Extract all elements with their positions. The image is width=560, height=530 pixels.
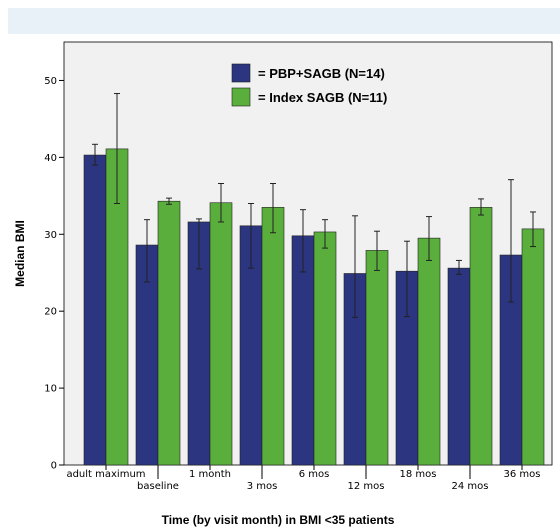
- y-tick-label: 20: [44, 307, 57, 318]
- x-axis-title: Time (by visit month) in BMI <35 patient…: [162, 513, 395, 527]
- legend: = PBP+SAGB (N=14) = Index SAGB (N=11): [231, 63, 387, 107]
- bar-index-sagb: [521, 228, 545, 466]
- x-tick-label: 24 mos: [452, 481, 489, 492]
- legend-swatch-index-sagb: [231, 87, 251, 107]
- error-bars-group: [92, 93, 536, 318]
- x-tick-label: 18 mos: [400, 469, 437, 480]
- bar-index-sagb: [261, 207, 285, 466]
- bar-pbp-sagb: [83, 154, 107, 466]
- bar-index-sagb: [313, 231, 337, 466]
- x-tick-label: 3 mos: [247, 481, 278, 492]
- y-tick-label: 10: [44, 384, 57, 395]
- bar-index-sagb: [209, 202, 233, 466]
- y-tick-label: 50: [44, 76, 57, 87]
- bar-index-sagb: [365, 250, 389, 466]
- legend-label-pbp-sagb: = PBP+SAGB (N=14): [258, 66, 385, 81]
- x-tick-label: 36 mos: [504, 469, 541, 480]
- y-tick-label: 30: [44, 230, 57, 241]
- bar-index-sagb: [157, 200, 181, 466]
- legend-label-index-sagb: = Index SAGB (N=11): [258, 90, 387, 105]
- legend-swatch-pbp-sagb: [231, 63, 251, 83]
- x-tick-label: 1 month: [189, 469, 231, 480]
- chart-area: 0 10 20 30 40 50 adult maximum baseline 1 month 3…: [0, 40, 560, 530]
- bar-index-sagb: [469, 207, 493, 466]
- x-tick-label: baseline: [137, 481, 179, 492]
- y-tick-label: 0: [51, 461, 57, 472]
- x-tick-label: 6 mos: [299, 469, 330, 480]
- x-tick-label: adult maximum: [66, 469, 145, 480]
- x-tick-label: 12 mos: [348, 481, 385, 492]
- y-tick-label: 40: [44, 153, 57, 164]
- bar-index-sagb: [417, 237, 441, 466]
- header-band: [8, 8, 560, 34]
- y-axis-title: Median BMI: [13, 220, 27, 287]
- bars-group: [83, 148, 545, 466]
- bar-pbp-sagb: [447, 267, 471, 466]
